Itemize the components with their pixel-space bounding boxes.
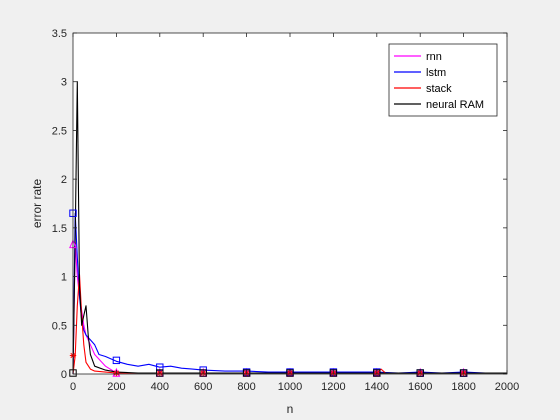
y-tick-label: 1 <box>61 272 67 284</box>
x-tick-label: 2000 <box>495 381 519 393</box>
data-point-neural-ram <box>373 369 381 377</box>
x-tick-label: 200 <box>107 381 125 393</box>
y-tick-label: 0 <box>61 369 67 381</box>
x-axis-ticks: 0 200 400 600 800 1000 1200 1400 1600 1800 2000 <box>70 33 519 393</box>
data-point-neural-ram <box>329 369 338 377</box>
data-point-neural-ram <box>459 369 468 377</box>
x-axis-label: n <box>287 402 294 416</box>
x-tick-label: 1200 <box>321 381 345 393</box>
data-point-lstm <box>112 356 121 365</box>
legend-label-rnn: rnn <box>426 51 442 63</box>
data-point-neural-ram <box>199 369 207 377</box>
x-tick-label: 1000 <box>278 381 302 393</box>
legend-label-stack: stack <box>426 83 452 95</box>
y-axis-ticks: 0 0.5 1 1.5 2 2.5 3 3.5 <box>52 28 507 381</box>
x-tick-label: 400 <box>151 381 169 393</box>
y-tick-label: 0.5 <box>52 320 67 332</box>
x-tick-label: 800 <box>237 381 255 393</box>
data-point-neural-ram <box>286 369 294 377</box>
y-tick-label: 2 <box>61 174 67 186</box>
x-tick-label: 1600 <box>408 381 432 393</box>
x-tick-label: 600 <box>194 381 212 393</box>
x-tick-label: 0 <box>70 381 76 393</box>
series-line-neural-ram <box>72 81 507 375</box>
y-tick-label: 3.5 <box>52 28 67 40</box>
x-tick-label: 1400 <box>365 381 389 393</box>
y-tick-label: 3 <box>61 77 67 89</box>
data-point-neural-ram <box>416 369 424 377</box>
y-axis-label: error rate <box>30 179 44 229</box>
x-tick-label: 1800 <box>451 381 475 393</box>
legend-label-lstm: lstm <box>426 67 446 79</box>
data-point-neural-ram <box>242 369 251 377</box>
y-tick-label: 1.5 <box>52 223 67 235</box>
series-layer <box>72 81 507 375</box>
y-tick-label: 2.5 <box>52 125 67 137</box>
data-point-neural-ram <box>156 369 164 377</box>
legend: rnn lstm stack neural RAM <box>388 43 498 117</box>
legend-label-neural-ram: neural RAM <box>426 99 484 111</box>
